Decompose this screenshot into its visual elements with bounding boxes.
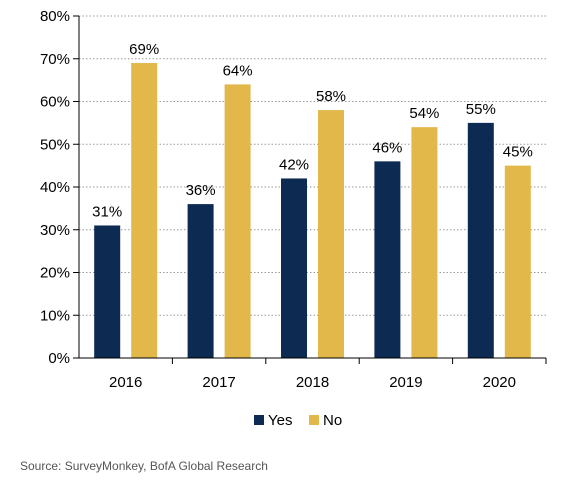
bar-yes-2019 — [374, 161, 401, 358]
y-tick-label: 30% — [40, 222, 70, 239]
x-tick-label: 2019 — [389, 374, 422, 391]
data-label: 31% — [92, 203, 122, 220]
data-labels: 31% 69% 36% 64% 42% 58% 46% 54% 55% 45% — [92, 41, 533, 220]
y-tick-label: 50% — [40, 136, 70, 153]
y-tick-label: 80% — [40, 8, 70, 25]
x-tick-label: 2016 — [109, 374, 142, 391]
legend: Yes No — [254, 412, 342, 429]
data-label: 69% — [129, 41, 159, 58]
y-tick-label: 0% — [48, 350, 70, 367]
data-label: 54% — [409, 105, 439, 122]
bar-yes-2017 — [187, 204, 214, 358]
data-label: 36% — [186, 182, 216, 199]
x-tick-label: 2017 — [202, 374, 235, 391]
legend-label-yes: Yes — [268, 412, 292, 429]
bar-no-2018 — [318, 110, 344, 358]
bar-no-2020 — [504, 165, 531, 358]
bar-yes-2016 — [94, 225, 121, 358]
bar-no-2019 — [411, 127, 438, 359]
y-tick-label: 10% — [40, 307, 70, 324]
source-note: Source: SurveyMonkey, BofA Global Resear… — [20, 459, 268, 473]
bars — [94, 63, 531, 359]
legend-swatch-yes — [254, 415, 264, 425]
x-tick-label: 2018 — [296, 374, 329, 391]
bar-yes-2020 — [467, 122, 494, 358]
y-tick-label: 40% — [40, 179, 70, 196]
data-label: 42% — [279, 156, 309, 173]
data-label: 55% — [466, 101, 496, 118]
y-axis: 0% 10% 20% 30% 40% 50% 60% 70% 80% — [40, 8, 80, 367]
legend-swatch-no — [309, 415, 319, 425]
legend-label-no: No — [323, 412, 342, 429]
bar-yes-2018 — [281, 178, 307, 358]
y-tick-label: 20% — [40, 265, 70, 282]
data-label: 64% — [223, 62, 253, 79]
x-axis: 2016 2017 2018 2019 2020 — [79, 357, 547, 391]
bar-no-2016 — [131, 63, 158, 359]
y-tick-label: 60% — [40, 94, 70, 111]
data-label: 58% — [316, 88, 346, 105]
data-label: 45% — [503, 144, 533, 161]
y-tick-label: 70% — [40, 51, 70, 68]
data-label: 46% — [372, 139, 402, 156]
bar-no-2017 — [224, 84, 251, 359]
x-tick-label: 2020 — [483, 374, 516, 391]
